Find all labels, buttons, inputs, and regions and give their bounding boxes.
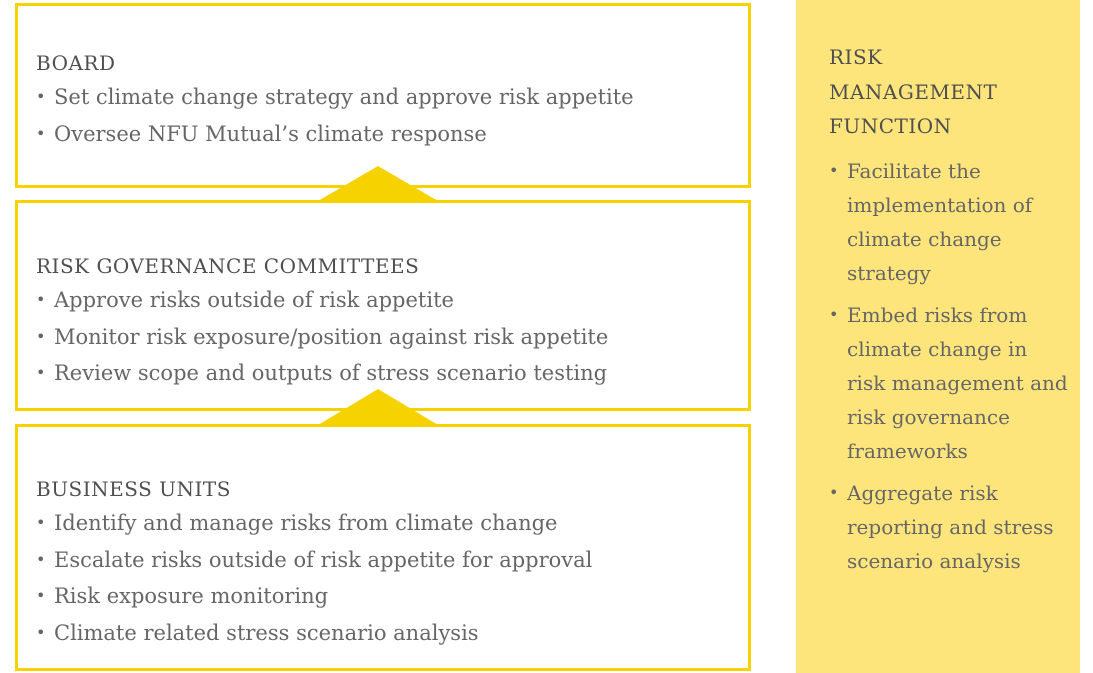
list-item: Oversee NFU Mutual’s climate response	[36, 116, 748, 153]
list-item: Set climate change strategy and approve …	[36, 79, 748, 116]
side-panel: RISK MANAGEMENT FUNCTION Facilitate the …	[796, 0, 1080, 673]
arrows	[318, 166, 438, 425]
list-item: Review scope and outputs of stress scena…	[36, 355, 748, 392]
item-list: Identify and manage risks from climate c…	[36, 505, 748, 651]
side-list: Facilitate the implementation of climate…	[829, 154, 1070, 578]
list-item: Facilitate the implementation of climate…	[829, 154, 1070, 290]
box-title: BUSINESS UNITS	[36, 477, 231, 501]
list-item: Risk exposure monitoring	[36, 578, 748, 615]
item-list: Set climate change strategy and approve …	[36, 79, 748, 152]
box-title: BOARD	[36, 51, 116, 75]
item-list: Approve risks outside of risk appetiteMo…	[36, 282, 748, 392]
committees-box: RISK GOVERNANCE COMMITTEES Approve risks …	[15, 200, 751, 411]
list-item: Monitor risk exposure/position against r…	[36, 319, 748, 356]
list-item: Embed risks from climate change in risk …	[829, 298, 1070, 468]
list-item: Identify and manage risks from climate c…	[36, 505, 748, 542]
list-item: Aggregate risk reporting and stress scen…	[829, 476, 1070, 578]
box-title: RISK GOVERNANCE COMMITTEES	[36, 254, 420, 278]
list-item: Climate related stress scenario analysis	[36, 615, 748, 652]
list-item: Approve risks outside of risk appetite	[36, 282, 748, 319]
up-arrow	[318, 166, 438, 201]
board-box: BOARD Set climate change strategy and app…	[15, 3, 751, 188]
up-arrow	[318, 389, 438, 425]
side-title: RISK MANAGEMENT FUNCTION	[829, 45, 998, 138]
list-item: Escalate risks outside of risk appetite …	[36, 542, 748, 579]
business-units-box: BUSINESS UNITS Identify and manage risks …	[15, 424, 751, 671]
